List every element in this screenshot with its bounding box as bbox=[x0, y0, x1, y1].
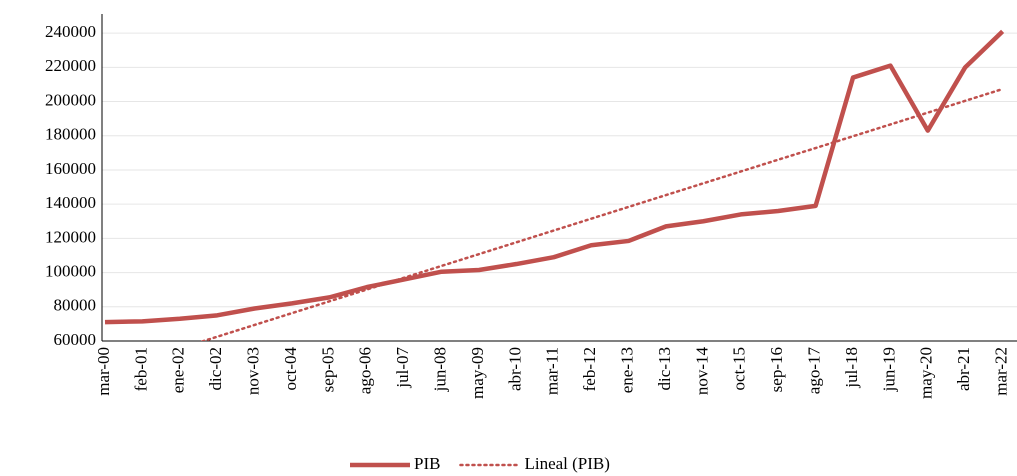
legend-label: Lineal (PIB) bbox=[524, 454, 609, 473]
plot-area bbox=[104, 29, 1005, 341]
y-tick-label: 160000 bbox=[45, 159, 96, 178]
x-tick-label: may-09 bbox=[468, 347, 487, 399]
x-tick-label: nov-14 bbox=[692, 347, 711, 396]
x-tick-label: mar-22 bbox=[992, 347, 1011, 396]
x-tick-label: abr-21 bbox=[954, 347, 973, 391]
y-tick-label: 200000 bbox=[45, 90, 96, 109]
x-tick-label: ago-06 bbox=[356, 347, 375, 394]
x-tick-label: jul-07 bbox=[393, 347, 412, 389]
x-tick-label: dic-13 bbox=[655, 347, 674, 390]
y-tick-label: 60000 bbox=[54, 330, 97, 349]
x-tick-label: sep-16 bbox=[767, 347, 786, 392]
x-tick-label: nov-03 bbox=[244, 347, 263, 395]
x-tick-label: jul-18 bbox=[842, 347, 861, 389]
x-tick-label: abr-10 bbox=[505, 347, 524, 391]
x-tick-label: ago-17 bbox=[805, 347, 824, 395]
y-tick-label: 180000 bbox=[45, 125, 96, 144]
series-line bbox=[199, 87, 1004, 341]
legend-label: PIB bbox=[414, 454, 440, 473]
x-tick-label: oct-15 bbox=[730, 347, 749, 390]
x-tick-label: mar-00 bbox=[94, 347, 113, 396]
y-tick-label: 80000 bbox=[54, 296, 97, 315]
x-tick-label: jun-19 bbox=[879, 347, 898, 392]
y-tick-label: 220000 bbox=[45, 56, 96, 75]
x-tick-label: mar-11 bbox=[543, 347, 562, 395]
x-tick-label: ene-13 bbox=[618, 347, 637, 393]
series-line bbox=[104, 29, 1005, 325]
x-tick-label: feb-12 bbox=[580, 347, 599, 391]
x-tick-label: ene-02 bbox=[169, 347, 188, 393]
x-tick-label: dic-02 bbox=[206, 347, 225, 390]
x-tick-label: feb-01 bbox=[131, 347, 150, 391]
y-tick-label: 140000 bbox=[45, 193, 96, 212]
y-tick-label: 100000 bbox=[45, 261, 96, 280]
x-tick-label: may-20 bbox=[917, 347, 936, 399]
x-tick-label: jun-08 bbox=[431, 347, 450, 392]
y-tick-label: 120000 bbox=[45, 227, 96, 246]
x-tick-label: sep-05 bbox=[318, 347, 337, 392]
y-tick-label: 240000 bbox=[45, 22, 96, 41]
x-tick-label: oct-04 bbox=[281, 347, 300, 391]
